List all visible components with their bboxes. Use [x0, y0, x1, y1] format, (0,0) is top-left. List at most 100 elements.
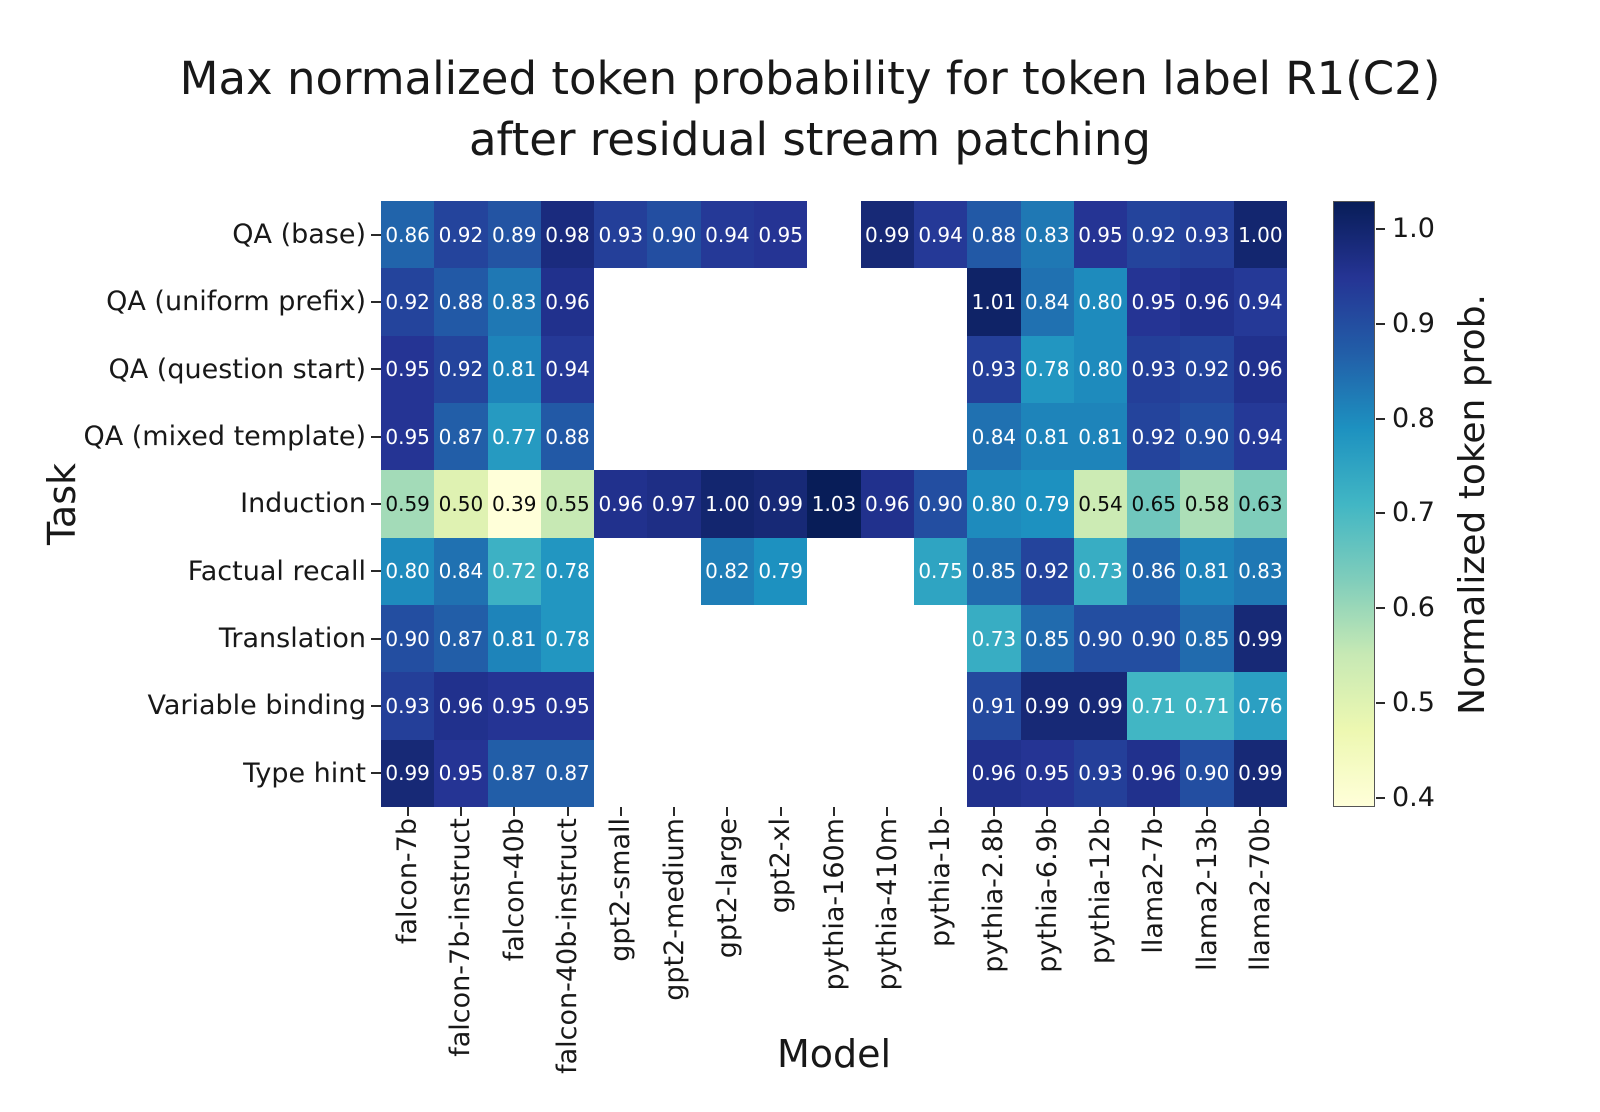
y-tick-label: Type hint	[243, 757, 366, 789]
x-tick-label-text: pythia-1b	[925, 818, 957, 947]
colorbar-tick-label: 0.7	[1392, 497, 1435, 529]
x-tick-label-text: pythia-160m	[818, 818, 850, 991]
y-tick-mark	[371, 772, 381, 775]
cell-value: 0.85	[971, 559, 1017, 584]
y-tick-mark	[371, 233, 381, 236]
heatmap-cell: 0.86	[1127, 537, 1181, 605]
heatmap-cell: 0.94	[540, 335, 595, 403]
heatmap-cell: 0.99	[1233, 739, 1287, 807]
x-tick-mark	[886, 807, 889, 816]
colorbar-tick-mark	[1376, 701, 1385, 704]
heatmap-cell	[647, 537, 701, 605]
x-tick-mark	[459, 807, 462, 816]
heatmap-cell: 0.96	[967, 739, 1021, 807]
cell-value: 0.87	[438, 626, 484, 651]
cell-value: 0.99	[1238, 761, 1283, 786]
cell-value: 0.78	[545, 559, 590, 584]
cell-value: 0.73	[1078, 559, 1123, 584]
heatmap-cell: 0.80	[381, 537, 435, 605]
cell-value: 0.80	[385, 559, 430, 584]
heatmap-cell	[594, 605, 648, 673]
heatmap-cell: 0.83	[1020, 201, 1074, 269]
y-tick-mark	[371, 570, 381, 573]
heatmap-cell	[754, 268, 808, 336]
cell-value: 0.99	[1078, 693, 1123, 718]
heatmap-cell	[594, 403, 648, 471]
y-tick-mark	[371, 503, 381, 505]
heatmap-cell: 0.92	[1180, 335, 1234, 403]
heatmap-cell: 0.81	[1073, 403, 1128, 471]
x-tick-mark	[1099, 807, 1102, 816]
heatmap-cell: 0.90	[1180, 739, 1234, 807]
heatmap-cell	[647, 605, 701, 673]
heatmap-cell: 0.77	[487, 403, 541, 471]
heatmap-cell: 0.71	[1127, 672, 1181, 740]
y-tick-mark	[371, 637, 381, 640]
cell-value: 0.54	[1078, 491, 1123, 516]
cell-value: 0.86	[385, 222, 430, 247]
cell-value: 0.99	[758, 491, 803, 516]
cell-value: 0.92	[385, 289, 430, 314]
heatmap-cell: 0.81	[487, 605, 541, 673]
heatmap-cell: 0.86	[381, 201, 435, 269]
heatmap-cell	[700, 605, 755, 673]
cell-value: 0.94	[1238, 289, 1283, 314]
heatmap-cell: 0.99	[860, 201, 914, 269]
cell-value: 0.88	[545, 424, 590, 449]
heatmap-cell: 0.55	[540, 470, 595, 538]
x-tick-mark	[513, 807, 516, 816]
cell-value: 0.72	[491, 559, 537, 584]
y-axis-tick-labels: QA (base) QA (uniform prefix) QA (question…	[0, 201, 366, 807]
x-tick-label-text: falcon-7b	[392, 818, 424, 945]
heatmap-cell	[860, 335, 914, 403]
heatmap-cell	[913, 739, 968, 807]
heatmap-cell	[594, 537, 648, 605]
heatmap-cell	[754, 335, 808, 403]
colorbar-tick-mark	[1376, 228, 1385, 231]
heatmap-cell: 0.96	[1180, 268, 1234, 336]
y-tick-mark	[371, 368, 381, 371]
heatmap-cell: 0.71	[1180, 672, 1234, 740]
heatmap-cell	[700, 672, 755, 740]
cell-value: 0.87	[438, 424, 484, 449]
heatmap-cell: 0.59	[381, 470, 435, 538]
cell-value: 0.87	[545, 761, 590, 786]
cell-value: 0.88	[971, 222, 1017, 247]
cell-value: 0.75	[918, 559, 963, 584]
chart-title-line2: after residual stream patching	[468, 113, 1151, 166]
cell-value: 0.39	[491, 491, 537, 516]
cell-value: 0.59	[385, 491, 430, 516]
x-tick-label: llama2-7b	[1127, 818, 1180, 954]
heatmap-cell: 0.78	[1020, 335, 1074, 403]
heatmap-cell: 0.95	[381, 335, 435, 403]
cell-value: 1.03	[811, 491, 857, 516]
heatmap-cell: 0.73	[967, 605, 1021, 673]
cell-value: 0.99	[1238, 626, 1283, 651]
x-tick-mark	[566, 807, 569, 816]
cell-value: 0.98	[545, 222, 590, 247]
x-tick-label: falcon-40b	[488, 818, 541, 961]
heatmap-cell: 0.88	[540, 403, 595, 471]
heatmap-cell: 0.95	[754, 201, 808, 269]
heatmap-cell: 0.99	[1073, 672, 1128, 740]
cell-value: 0.93	[1131, 357, 1177, 382]
x-tick-mark	[833, 807, 835, 816]
heatmap-cell: 0.50	[434, 470, 488, 538]
cell-value: 1.01	[971, 289, 1017, 314]
cell-value: 0.95	[1024, 761, 1070, 786]
cell-value: 0.95	[545, 693, 590, 718]
cell-value: 0.96	[865, 491, 910, 516]
x-tick-mark	[1046, 807, 1049, 816]
cell-value: 0.50	[438, 491, 484, 516]
heatmap-cell	[807, 739, 861, 807]
cell-value: 0.96	[598, 491, 644, 516]
heatmap-cell	[647, 403, 701, 471]
colorbar	[1333, 201, 1375, 807]
y-axis-title: Task	[40, 201, 84, 807]
colorbar-tick-mark	[1376, 417, 1385, 420]
x-tick-label: pythia-1b	[914, 818, 967, 947]
heatmap-cell: 1.00	[700, 470, 755, 538]
heatmap-cell: 0.94	[1233, 268, 1287, 336]
cell-value: 0.93	[598, 222, 644, 247]
